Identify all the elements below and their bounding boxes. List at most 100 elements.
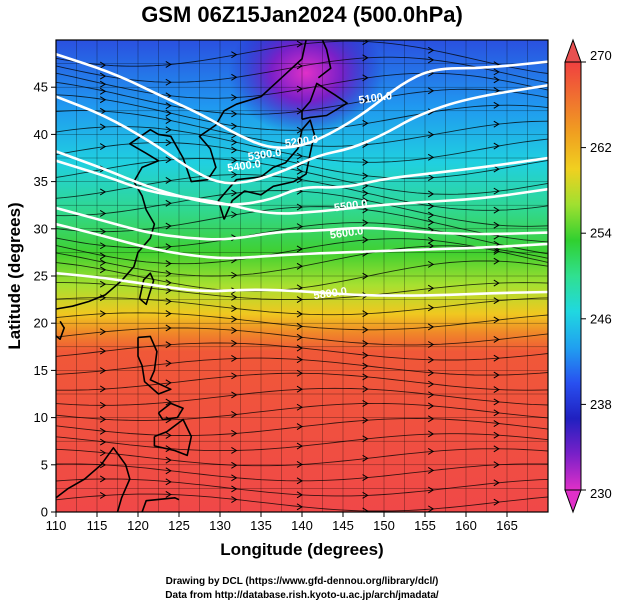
streamline-arrow <box>231 339 238 347</box>
streamline-arrow <box>231 315 238 323</box>
streamline-arrow <box>231 411 238 418</box>
contour-line <box>56 150 548 206</box>
streamline-arrow <box>427 211 435 219</box>
streamline-arrow <box>362 96 369 104</box>
streamline-arrow <box>362 74 369 82</box>
streamline-arrow <box>362 197 369 205</box>
streamline-arrow <box>362 310 369 318</box>
colorbar-min-arrow <box>564 489 582 514</box>
streamline-arrow <box>165 491 172 498</box>
streamline-arrow <box>231 189 238 197</box>
streamline-arrow <box>296 203 303 211</box>
y-tick-label: 30 <box>34 221 48 236</box>
streamline-arrow <box>165 445 172 453</box>
streamline-arrow <box>296 369 303 377</box>
streamline-arrow <box>493 431 500 439</box>
streamline-arrow <box>493 479 500 487</box>
streamline-arrow <box>231 485 238 493</box>
streamline-arrow <box>99 427 107 435</box>
streamline-arrow <box>493 409 500 417</box>
streamline-arrow <box>427 87 435 95</box>
streamline-arrow <box>296 503 303 511</box>
streamline-arrow <box>493 461 500 469</box>
streamline-arrow <box>165 109 172 117</box>
streamline-arrow <box>165 139 172 147</box>
streamline-arrow <box>296 322 303 330</box>
streamline-arrow <box>296 40 303 48</box>
streamline-arrow <box>427 430 435 438</box>
streamline-arrow <box>99 96 107 104</box>
streamline-arrow <box>427 356 435 364</box>
coastline <box>217 119 316 220</box>
streamline-arrow <box>231 305 238 313</box>
streamline-arrow <box>165 324 172 332</box>
streamline-arrow <box>362 474 369 481</box>
streamline-arrow <box>362 400 369 407</box>
streamline-arrow <box>99 107 107 115</box>
streamline-arrow <box>99 475 107 483</box>
streamline-arrow <box>427 341 435 348</box>
y-tick-label: 45 <box>34 80 48 95</box>
streamline-arrow <box>99 367 107 374</box>
streamline-arrow <box>427 56 435 64</box>
colorbar-tick-label: 270 <box>590 48 612 63</box>
y-axis-label: Latitude (degrees) <box>5 202 24 349</box>
streamline-arrow <box>427 486 435 494</box>
streamline-arrow <box>427 260 435 268</box>
streamline-arrow <box>362 507 369 512</box>
x-tick-label: 115 <box>87 518 108 533</box>
coastline <box>141 497 180 512</box>
streamline-arrow <box>165 379 172 387</box>
streamline-arrow <box>296 385 303 393</box>
streamline-arrow <box>427 380 435 388</box>
streamline-arrow <box>296 284 303 292</box>
streamline-arrow <box>99 242 107 250</box>
streamline-arrow <box>362 340 369 347</box>
streamline-arrow <box>165 177 172 184</box>
streamline-arrow <box>296 262 303 270</box>
streamline-arrow <box>427 415 435 423</box>
streamline-arrow <box>427 202 435 210</box>
x-tick-label: 120 <box>127 518 149 533</box>
streamline-arrow <box>165 243 172 251</box>
streamline-arrow <box>296 152 303 160</box>
streamline-arrow <box>231 496 238 503</box>
colorbar-tick-label: 246 <box>590 311 612 326</box>
streamline-arrow <box>493 336 500 343</box>
streamline-arrow <box>99 347 107 355</box>
streamline-arrow <box>99 228 107 236</box>
streamline-arrow <box>427 467 435 474</box>
x-tick-label: 110 <box>46 518 67 533</box>
streamline-arrow <box>493 445 500 453</box>
streamline-arrow <box>99 252 107 260</box>
streamline-arrow <box>99 87 107 95</box>
coastline <box>157 402 184 421</box>
streamline-arrow <box>99 210 107 217</box>
contour-line <box>56 271 548 297</box>
streamline-arrow <box>231 429 238 437</box>
y-tick-label: 35 <box>34 174 48 189</box>
streamline-arrow <box>99 385 107 393</box>
streamline-arrow <box>427 369 435 377</box>
streamline-arrow <box>165 359 172 367</box>
y-tick-label: 15 <box>34 363 48 378</box>
streamline-arrow <box>231 293 238 301</box>
streamline-arrow <box>165 61 172 68</box>
streamline-arrow <box>296 160 303 168</box>
streamline-arrow <box>231 211 238 219</box>
colorbar-tick-label: 254 <box>590 226 612 241</box>
streamline-arrow <box>165 279 172 287</box>
streamline-arrow <box>362 385 369 393</box>
streamline-arrow <box>493 420 500 427</box>
x-axis-ticks: 110 115 120 125 130 135 140 145 150 155 160 165 <box>46 512 518 533</box>
colorbar-tick-label: 262 <box>590 140 612 155</box>
y-axis-ticks: 0 5 10 15 20 25 30 35 40 45 <box>34 80 56 520</box>
y-tick-label: 5 <box>41 457 48 472</box>
streamline-arrow <box>296 403 303 411</box>
streamline-arrow <box>165 102 172 110</box>
streamline-arrow <box>99 80 107 88</box>
streamline-arrow <box>362 362 369 370</box>
streamline-arrow <box>231 156 238 164</box>
coastline <box>301 82 348 121</box>
